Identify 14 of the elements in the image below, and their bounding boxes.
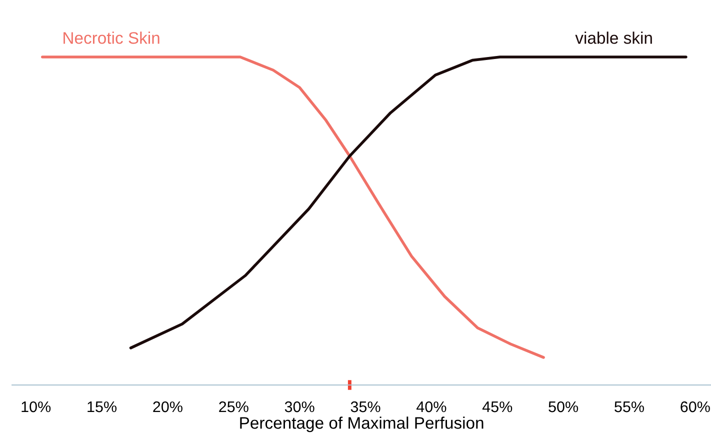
x-tick-label: 40% — [416, 401, 446, 412]
x-tick-label: 20% — [153, 401, 182, 412]
x-tick-label: 15% — [88, 401, 117, 412]
series-label: Necrotic Skin — [64, 32, 160, 44]
x-tick-label: 30% — [284, 401, 314, 412]
x-axis-title: Percentage of Maximal Perfusion — [240, 416, 484, 432]
x-tick-label: 50% — [548, 401, 578, 412]
x-tick-label: 55% — [614, 401, 644, 412]
x-tick-label: 10% — [22, 401, 51, 412]
x-tick-label: 45% — [482, 401, 512, 412]
x-tick-label: 60% — [680, 401, 710, 412]
x-tick-label: 35% — [350, 401, 380, 412]
series-label: viable skin — [575, 32, 652, 44]
x-tick-label: 25% — [219, 401, 248, 412]
